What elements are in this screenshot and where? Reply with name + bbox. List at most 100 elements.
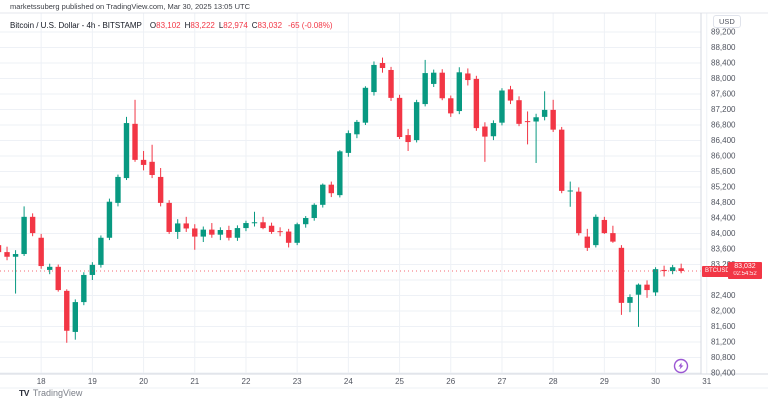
time-tick-label[interactable]: 22 bbox=[242, 377, 251, 386]
candle-body bbox=[516, 100, 522, 124]
candle-body bbox=[524, 121, 531, 123]
price-tick-label[interactable]: 83,200 bbox=[711, 260, 736, 269]
price-tick-label[interactable]: 89,200 bbox=[711, 28, 736, 37]
candle-body bbox=[166, 202, 172, 232]
price-axis-symbol-tag: BTCUSD bbox=[702, 265, 733, 277]
price-tick-label[interactable]: 82,000 bbox=[711, 307, 736, 316]
candle-body bbox=[243, 223, 249, 229]
time-tick-label[interactable]: 31 bbox=[702, 377, 711, 386]
time-tick-label[interactable]: 24 bbox=[344, 377, 353, 386]
candle-body bbox=[593, 216, 599, 246]
candle-body bbox=[473, 78, 480, 129]
legend-symbol-title[interactable]: Bitcoin / U.S. Dollar - 4h - BITSTAMP bbox=[10, 21, 142, 30]
candle-body bbox=[55, 266, 61, 291]
price-tick-label[interactable]: 83,600 bbox=[711, 245, 736, 254]
candle-body bbox=[285, 231, 292, 243]
candle-body bbox=[456, 72, 462, 112]
legend-close: C83,032 bbox=[251, 21, 283, 30]
price-tick-label[interactable]: 85,600 bbox=[711, 167, 736, 176]
candle-body bbox=[81, 274, 87, 303]
price-tick-label[interactable]: 88,000 bbox=[711, 74, 736, 83]
price-tick-label[interactable]: 86,800 bbox=[711, 121, 736, 130]
time-tick-label[interactable]: 20 bbox=[139, 377, 148, 386]
last-price-value: 83,032 bbox=[734, 263, 756, 270]
candle-body bbox=[396, 97, 403, 138]
candle-body bbox=[388, 69, 394, 98]
candle-body bbox=[439, 72, 445, 99]
time-tick-label[interactable]: 26 bbox=[446, 377, 455, 386]
candle-body bbox=[89, 264, 96, 275]
candle-body bbox=[448, 98, 454, 114]
tradingview-brand-label: TradingView bbox=[32, 388, 83, 398]
candle-body bbox=[533, 117, 539, 122]
candle-body bbox=[174, 223, 181, 232]
candle-body bbox=[123, 123, 130, 179]
price-axis-last-price-tag: 83,032 02:54:52 bbox=[728, 262, 762, 279]
candle-body bbox=[610, 233, 616, 242]
price-tick-label[interactable]: 80,400 bbox=[711, 369, 736, 378]
candle-body bbox=[192, 228, 198, 237]
candle-body bbox=[379, 63, 386, 69]
price-tick-label[interactable]: 80,800 bbox=[711, 353, 736, 362]
candle-body bbox=[354, 121, 360, 135]
purple-sticker-bolt-icon bbox=[678, 362, 684, 370]
candle-body bbox=[405, 135, 411, 143]
currency-unit-button[interactable]: USD bbox=[713, 15, 741, 28]
candle-body bbox=[200, 229, 206, 237]
candle-body bbox=[311, 204, 317, 218]
candle-body bbox=[430, 72, 437, 84]
candle-body bbox=[320, 184, 326, 205]
price-tick-label[interactable]: 84,400 bbox=[711, 214, 736, 223]
price-tick-label[interactable]: 81,600 bbox=[711, 322, 736, 331]
candle-body bbox=[635, 284, 642, 295]
price-tick-label[interactable]: 88,400 bbox=[711, 59, 736, 68]
candle-body bbox=[302, 218, 309, 225]
time-tick-label[interactable]: 18 bbox=[37, 377, 46, 386]
time-tick-label[interactable]: 27 bbox=[498, 377, 507, 386]
candle-body bbox=[618, 247, 625, 303]
time-tick-label[interactable]: 23 bbox=[293, 377, 302, 386]
legend-low: L82,974 bbox=[218, 21, 248, 30]
candle-body bbox=[277, 231, 283, 233]
candle-body bbox=[413, 102, 420, 141]
time-tick-label[interactable]: 30 bbox=[651, 377, 660, 386]
time-tick-label[interactable]: 25 bbox=[395, 377, 404, 386]
time-tick-label[interactable]: 28 bbox=[549, 377, 558, 386]
candle-body bbox=[507, 89, 514, 101]
candle-body bbox=[345, 133, 352, 153]
candle-body bbox=[140, 159, 147, 165]
candle-body bbox=[234, 228, 241, 238]
candle-body bbox=[260, 222, 266, 229]
time-tick-label[interactable]: 29 bbox=[600, 377, 609, 386]
candle-body bbox=[661, 269, 667, 272]
bar-countdown: 02:54:52 bbox=[733, 271, 757, 277]
price-tick-label[interactable]: 84,000 bbox=[711, 229, 736, 238]
price-tick-label[interactable]: 81,200 bbox=[711, 338, 736, 347]
price-tick-label[interactable]: 86,400 bbox=[711, 136, 736, 145]
price-tick-label[interactable]: 82,400 bbox=[711, 291, 736, 300]
candle-body bbox=[38, 237, 44, 267]
time-tick-label[interactable]: 19 bbox=[88, 377, 97, 386]
candle-body bbox=[268, 225, 275, 232]
candle-body bbox=[21, 216, 27, 255]
legend-high: H83,222 bbox=[184, 21, 215, 30]
candle-body bbox=[627, 297, 633, 303]
attribution-text: marketssuberg published on TradingView.c… bbox=[10, 2, 250, 11]
price-tick-label[interactable]: 86,000 bbox=[711, 152, 736, 161]
price-tick-label[interactable]: 85,200 bbox=[711, 183, 736, 192]
candle-body bbox=[328, 184, 334, 194]
chart-legend: Bitcoin / U.S. Dollar - 4h - BITSTAMP O8… bbox=[10, 21, 332, 30]
candle-body bbox=[584, 236, 590, 248]
time-tick-label[interactable]: 21 bbox=[190, 377, 199, 386]
price-tick-label[interactable]: 84,800 bbox=[711, 198, 736, 207]
price-tick-label[interactable]: 87,200 bbox=[711, 105, 736, 114]
candle-body bbox=[157, 176, 164, 203]
candle-body bbox=[217, 230, 224, 235]
candle-body bbox=[72, 302, 78, 332]
tradingview-watermark[interactable]: TV TradingView bbox=[19, 388, 82, 398]
price-tick-label[interactable]: 87,600 bbox=[711, 90, 736, 99]
candle-body bbox=[132, 123, 138, 160]
candle-body bbox=[46, 266, 53, 270]
price-tick-label[interactable]: 88,800 bbox=[711, 43, 736, 52]
